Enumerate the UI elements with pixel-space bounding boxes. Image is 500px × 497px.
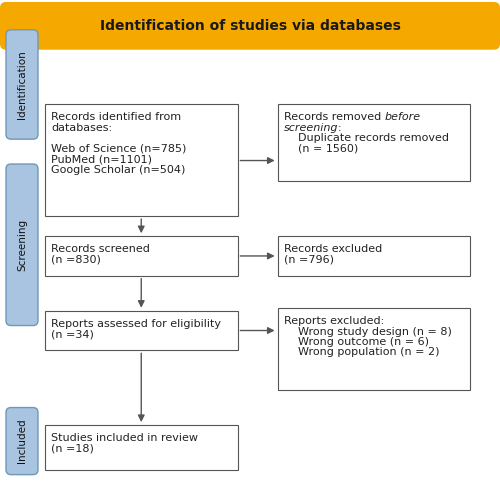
FancyBboxPatch shape: [278, 236, 470, 276]
Text: Identification of studies via databases: Identification of studies via databases: [100, 19, 401, 33]
Text: before: before: [384, 112, 420, 122]
Text: (n = 1560): (n = 1560): [284, 144, 358, 154]
Text: Wrong outcome (n = 6): Wrong outcome (n = 6): [284, 337, 428, 347]
FancyBboxPatch shape: [6, 408, 38, 475]
Text: (n =796): (n =796): [284, 254, 334, 264]
Text: Records screened: Records screened: [51, 244, 150, 254]
Text: :: :: [338, 123, 342, 133]
Text: screening: screening: [284, 123, 338, 133]
Text: Wrong population (n = 2): Wrong population (n = 2): [284, 347, 439, 357]
FancyBboxPatch shape: [45, 104, 238, 216]
FancyBboxPatch shape: [45, 425, 238, 470]
Text: Reports assessed for eligibility: Reports assessed for eligibility: [51, 319, 221, 329]
FancyBboxPatch shape: [0, 2, 500, 50]
FancyBboxPatch shape: [278, 104, 470, 181]
Text: Studies included in review: Studies included in review: [51, 433, 198, 443]
Text: Reports excluded:: Reports excluded:: [284, 316, 384, 326]
Text: (n =830): (n =830): [51, 254, 101, 264]
Text: Records excluded: Records excluded: [284, 244, 382, 254]
Text: Identification: Identification: [17, 50, 27, 119]
FancyBboxPatch shape: [45, 236, 238, 276]
Text: Web of Science (n=785): Web of Science (n=785): [51, 144, 186, 154]
Text: (n =34): (n =34): [51, 329, 94, 339]
FancyBboxPatch shape: [6, 30, 38, 139]
Text: Records identified from: Records identified from: [51, 112, 181, 122]
FancyBboxPatch shape: [278, 308, 470, 390]
FancyBboxPatch shape: [45, 311, 238, 350]
Text: (n =18): (n =18): [51, 443, 94, 453]
Text: Wrong study design (n = 8): Wrong study design (n = 8): [284, 327, 452, 336]
Text: Google Scholar (n=504): Google Scholar (n=504): [51, 165, 186, 174]
FancyBboxPatch shape: [6, 164, 38, 326]
Text: Duplicate records removed: Duplicate records removed: [284, 133, 448, 143]
Text: PubMed (n=1101): PubMed (n=1101): [51, 154, 152, 164]
Text: databases:: databases:: [51, 123, 112, 133]
Text: Records removed: Records removed: [284, 112, 384, 122]
Text: Included: Included: [17, 419, 27, 463]
Text: Screening: Screening: [17, 219, 27, 271]
